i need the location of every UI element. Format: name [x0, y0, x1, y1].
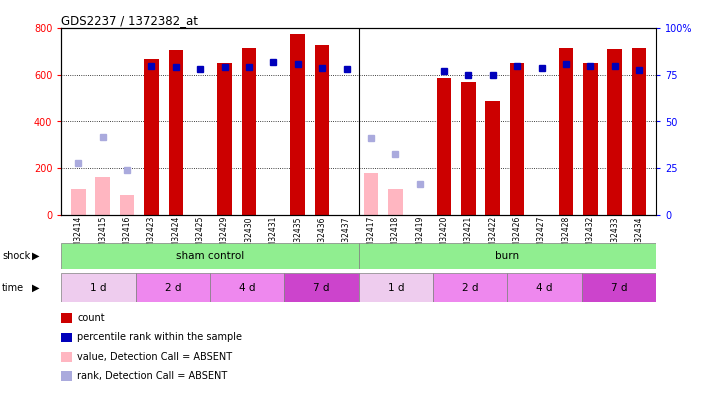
Text: 2 d: 2 d: [462, 283, 479, 292]
Bar: [169, 51, 183, 215]
Text: 1 d: 1 d: [388, 283, 404, 292]
Bar: [136, 273, 210, 302]
Text: ▶: ▶: [32, 283, 39, 292]
Text: rank, Detection Call = ABSENT: rank, Detection Call = ABSENT: [77, 371, 227, 381]
Bar: [510, 63, 524, 215]
Text: GDS2237 / 1372382_at: GDS2237 / 1372382_at: [61, 14, 198, 27]
Text: time: time: [2, 283, 25, 292]
Bar: [359, 243, 656, 269]
Bar: [120, 195, 134, 215]
Text: count: count: [77, 313, 105, 323]
Text: 1 d: 1 d: [90, 283, 107, 292]
Bar: [315, 45, 329, 215]
Text: 4 d: 4 d: [239, 283, 255, 292]
Bar: [582, 273, 656, 302]
Text: sham control: sham control: [176, 251, 244, 261]
Text: 7 d: 7 d: [313, 283, 329, 292]
Text: burn: burn: [495, 251, 519, 261]
Bar: [242, 48, 256, 215]
Bar: [284, 273, 359, 302]
Bar: [559, 48, 573, 215]
Text: shock: shock: [2, 251, 30, 261]
Bar: [607, 49, 622, 215]
Bar: [217, 63, 232, 215]
Text: ▶: ▶: [32, 251, 39, 261]
Text: percentile rank within the sample: percentile rank within the sample: [77, 333, 242, 342]
Bar: [61, 273, 136, 302]
Bar: [363, 173, 379, 215]
Text: 7 d: 7 d: [611, 283, 627, 292]
Bar: [508, 273, 582, 302]
Bar: [144, 59, 159, 215]
Bar: [210, 273, 284, 302]
Bar: [437, 79, 451, 215]
Text: 4 d: 4 d: [536, 283, 553, 292]
Bar: [95, 177, 110, 215]
Bar: [291, 34, 305, 215]
Text: 2 d: 2 d: [164, 283, 181, 292]
Bar: [461, 82, 476, 215]
Text: value, Detection Call = ABSENT: value, Detection Call = ABSENT: [77, 352, 232, 362]
Bar: [71, 189, 86, 215]
Bar: [61, 243, 359, 269]
Bar: [485, 100, 500, 215]
Bar: [583, 63, 598, 215]
Bar: [388, 189, 402, 215]
Bar: [359, 273, 433, 302]
Bar: [433, 273, 508, 302]
Bar: [632, 48, 646, 215]
